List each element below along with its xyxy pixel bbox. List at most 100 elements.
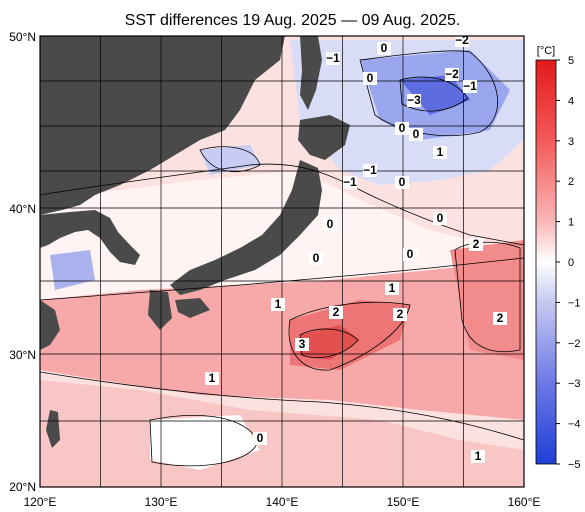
contour-label: 2 (497, 311, 504, 325)
contour-label: 1 (275, 297, 282, 311)
contour-label: 3 (299, 337, 306, 351)
contour-label: 0 (399, 175, 406, 189)
land-sakhalin (300, 36, 322, 110)
near-zero-patch-south (150, 415, 260, 470)
lat-label-20: 20°N (9, 480, 36, 494)
contour-label-bg (393, 308, 407, 321)
contour-label: −3 (407, 93, 421, 107)
lat-label-30: 30°N (9, 348, 36, 362)
contour-label: −1 (343, 175, 357, 189)
colorbar-tick-label: 4 (568, 95, 574, 107)
contour-label: −1 (463, 79, 477, 93)
lon-label-150: 150°E (387, 495, 420, 509)
land-china-coast (40, 300, 60, 350)
contour-label-bg (407, 94, 421, 107)
contour-label: 0 (407, 247, 414, 261)
contour-label-bg (445, 68, 459, 81)
contour-neg2 (399, 76, 469, 112)
colorbar-ramp (535, 59, 557, 465)
contour-neg-sea-of-japan (199, 146, 261, 172)
contour-label: 0 (413, 127, 420, 141)
contour-label: 0 (367, 71, 374, 85)
colorbar-tick-label: −4 (568, 419, 581, 431)
land-shikoku (175, 298, 210, 318)
axis-labels: 120°E 130°E 140°E 150°E 160°E 50°N 40°N … (9, 30, 540, 509)
contour-label-bg (493, 312, 507, 325)
land-kyushu (148, 290, 172, 330)
land-korea-china (40, 210, 140, 265)
colorbar-tick-label: 3 (568, 136, 574, 148)
colorbar-tick-label: 2 (568, 176, 574, 188)
colorbar-tick-label: 0 (568, 257, 574, 269)
contour-label-bg (403, 248, 417, 261)
colorbar-tick-label: −2 (568, 338, 581, 350)
contour-label-bg (323, 218, 337, 231)
contour-label-bg (433, 146, 447, 159)
contour-label-bg (253, 432, 267, 445)
contour-label: 1 (389, 281, 396, 295)
lon-label-160: 160°E (508, 495, 541, 509)
contour-label-bg (463, 80, 477, 93)
contour-label-bg (326, 52, 340, 65)
contour-label-bg (329, 306, 343, 319)
graticule (40, 36, 524, 487)
map-title: SST differences 19 Aug. 2025 — 09 Aug. 2… (124, 12, 461, 29)
contour-3 (299, 328, 359, 359)
peak-positive-core (300, 325, 360, 360)
lat-label-50: 50°N (9, 30, 36, 44)
contour-label: 0 (437, 211, 444, 225)
contour-0-north (40, 163, 524, 246)
contour-label-bg (469, 238, 483, 251)
contour-label: 2 (397, 307, 404, 321)
map-frame (39, 35, 525, 488)
contour-label: −2 (445, 67, 459, 81)
contour-label: 1 (209, 371, 216, 385)
contour-label-bg (377, 42, 391, 55)
contour-label-bg (385, 282, 399, 295)
contour-label: 0 (381, 41, 388, 55)
contour-label: 0 (257, 431, 264, 445)
contour-1-south (40, 371, 524, 441)
lon-label-130: 130°E (145, 495, 178, 509)
contour-label-bg (395, 122, 409, 135)
colorbar-tick-label: 5 (568, 55, 574, 67)
contour-label-bg (363, 164, 377, 177)
contour-2 (288, 301, 411, 371)
negative-anomaly-yellow-sea (50, 250, 95, 290)
land-taiwan (46, 410, 60, 448)
contour-label: 1 (475, 449, 482, 463)
contour-label-bg (343, 176, 357, 189)
contour-label: −1 (363, 163, 377, 177)
colorbar-unit: [°C] (537, 45, 555, 57)
lat-label-40: 40°N (9, 202, 36, 216)
contour-label: 2 (333, 305, 340, 319)
positive-anomaly-east (450, 240, 524, 360)
land-honshu (170, 160, 322, 295)
contour-label-bg (409, 128, 423, 141)
contour-label: 2 (473, 237, 480, 251)
contour-label-bg (433, 212, 447, 225)
core-negative-ne (400, 75, 470, 115)
contour-label: 0 (327, 217, 334, 231)
contour-label-bg (205, 372, 219, 385)
lon-label-140: 140°E (266, 495, 299, 509)
colorbar-tick-label: −1 (568, 297, 581, 309)
contour-label-bg (309, 252, 323, 265)
contour-label: −2 (455, 33, 469, 47)
contour-label-bg (471, 450, 485, 463)
contour-label-bg (455, 36, 469, 47)
contour-label: 0 (399, 121, 406, 135)
contour-label: 1 (437, 145, 444, 159)
colorbar-tick-label: 1 (568, 217, 574, 229)
colorbar: [°C] 5 4 3 2 1 0 −1 −2 −3 −4 −5 (535, 45, 581, 471)
contour-label: −1 (326, 51, 340, 65)
lon-label-120: 120°E (24, 495, 57, 509)
contour-label: 0 (313, 251, 320, 265)
colorbar-tick-label: −5 (568, 459, 581, 471)
negative-anomaly-sea-of-japan (200, 145, 260, 175)
contour-label-bg (363, 72, 377, 85)
